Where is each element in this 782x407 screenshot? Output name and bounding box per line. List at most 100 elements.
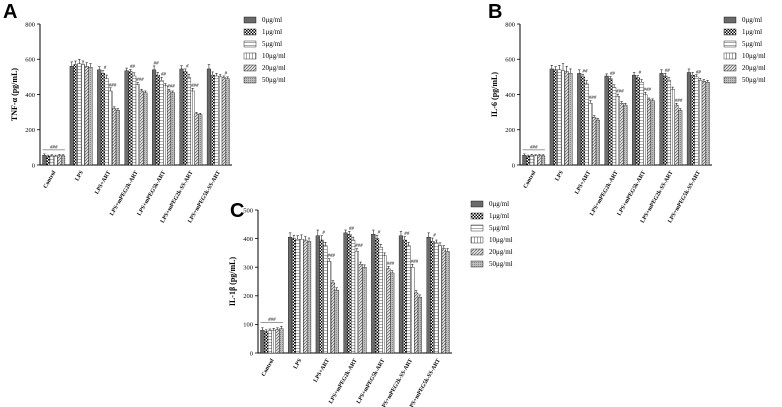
bar [132, 75, 137, 166]
bar [371, 234, 376, 354]
significance-mark: ## [582, 70, 588, 75]
bar [186, 77, 192, 166]
category-label: LPS+mPEG5k-ART [137, 170, 168, 217]
significance-mark: ### [589, 96, 597, 101]
bar [69, 66, 74, 166]
bar [221, 77, 226, 166]
significance-mark: # [322, 231, 325, 236]
y-tick-label: 300 [243, 265, 253, 272]
significance-mark: ## [161, 73, 167, 78]
bar [378, 247, 383, 354]
category-label: Control [43, 170, 58, 190]
bar [374, 238, 380, 354]
significance-mark: # [186, 64, 189, 69]
significance-mark: # [639, 71, 642, 76]
significance-mark: # [378, 231, 381, 236]
legend-swatch [723, 16, 737, 24]
significance-mark: ## [349, 227, 355, 232]
bar [260, 329, 265, 354]
bar [279, 328, 284, 354]
bar [643, 94, 648, 166]
significance-mark: ## [610, 72, 616, 77]
bar [604, 75, 609, 166]
y-tick-label: 0 [512, 162, 515, 169]
bar [159, 80, 164, 166]
legend-label: 0μg/ml [262, 16, 282, 24]
significance-mark: ### [387, 262, 395, 267]
legend-swatch [243, 76, 257, 84]
bar [57, 155, 62, 166]
bar [410, 267, 415, 354]
legend-swatch [723, 52, 737, 60]
bar [382, 255, 387, 354]
bar [632, 74, 637, 166]
y-tick-label: 600 [25, 57, 35, 64]
panel-letter: C [230, 200, 244, 222]
significance-mark: ### [50, 145, 58, 150]
bar [128, 71, 133, 166]
bar [430, 241, 435, 354]
category-label: LPS+mPEG5k-ART [617, 170, 648, 217]
legend-swatch [470, 260, 484, 268]
y-tick-label: 100 [243, 322, 253, 329]
bar [650, 100, 655, 166]
bar [592, 117, 597, 166]
bar [108, 90, 113, 166]
bar [271, 329, 276, 354]
bar [690, 74, 695, 166]
legend-label: 10μg/ml [742, 52, 766, 60]
significance-mark: ### [530, 145, 538, 150]
legend-label: 20μg/ml [262, 64, 286, 72]
bar [267, 330, 273, 354]
category-label: LPS+mPEG5k-SS-ART [187, 170, 222, 224]
legend-swatch [470, 224, 484, 232]
bar [678, 110, 683, 166]
bar [198, 114, 203, 166]
legend-swatch [243, 16, 257, 24]
y-tick-label: 500 [243, 207, 253, 214]
bar [299, 238, 304, 354]
bar [275, 329, 280, 354]
bar [115, 110, 120, 166]
legend-label: 10μg/ml [489, 236, 513, 244]
bar [288, 236, 293, 354]
significance-mark: ## [696, 70, 702, 75]
bar [639, 81, 644, 166]
bar [334, 289, 339, 354]
bar [112, 108, 117, 166]
bar [701, 81, 706, 166]
bar [529, 155, 534, 166]
bar [434, 242, 439, 354]
bar [315, 235, 320, 354]
bar [100, 73, 106, 166]
bar [291, 238, 296, 354]
y-tick-label: 400 [243, 236, 253, 243]
bar [402, 239, 407, 354]
legend-swatch [723, 64, 737, 72]
legend-label: 5μg/ml [489, 224, 509, 232]
bar [358, 264, 363, 354]
bar [526, 156, 531, 166]
legend-label: 1μg/ml [489, 212, 509, 220]
significance-mark: ### [109, 83, 117, 88]
bar [295, 238, 300, 354]
bar [445, 251, 450, 354]
legend-label: 5μg/ml [262, 40, 282, 48]
legend-swatch [243, 28, 257, 36]
significance-mark: ## [404, 232, 410, 237]
bar [698, 80, 703, 166]
bar [190, 90, 195, 166]
bar [612, 87, 617, 166]
bar [319, 239, 324, 354]
bar [225, 78, 230, 166]
significance-mark: # [433, 234, 436, 239]
legend-label: 1μg/ml [262, 28, 282, 36]
category-label: LPS+ART [574, 170, 592, 196]
bar [553, 69, 558, 166]
category-label: LPS [293, 358, 304, 370]
significance-mark: ### [167, 85, 175, 90]
bar [588, 103, 593, 166]
significance-mark: # [225, 71, 228, 76]
bar [533, 155, 538, 166]
